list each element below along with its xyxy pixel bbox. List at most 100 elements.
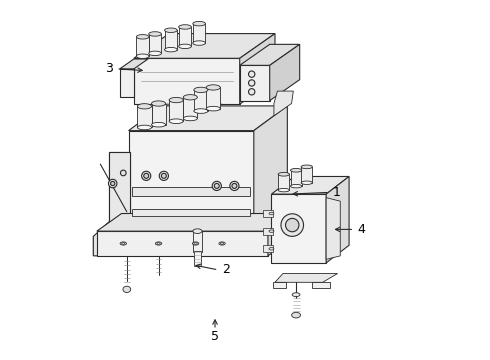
- Circle shape: [108, 179, 117, 188]
- Ellipse shape: [120, 242, 126, 245]
- Polygon shape: [240, 66, 270, 100]
- Ellipse shape: [292, 312, 300, 318]
- Ellipse shape: [165, 28, 177, 32]
- Circle shape: [161, 174, 166, 178]
- Polygon shape: [206, 87, 220, 109]
- Polygon shape: [240, 33, 275, 104]
- Polygon shape: [97, 231, 268, 256]
- Polygon shape: [136, 37, 149, 56]
- Bar: [132, 209, 250, 216]
- Polygon shape: [274, 91, 294, 116]
- Polygon shape: [169, 100, 183, 121]
- Ellipse shape: [269, 212, 274, 215]
- Bar: [132, 187, 250, 196]
- Text: 2: 2: [221, 264, 229, 276]
- Ellipse shape: [123, 286, 131, 293]
- Polygon shape: [120, 59, 148, 69]
- Ellipse shape: [194, 243, 197, 244]
- Polygon shape: [93, 152, 130, 254]
- Polygon shape: [193, 24, 205, 43]
- Circle shape: [121, 170, 126, 176]
- Text: 4: 4: [358, 223, 366, 236]
- Polygon shape: [151, 104, 166, 125]
- Ellipse shape: [269, 230, 274, 233]
- Polygon shape: [273, 282, 286, 288]
- Circle shape: [248, 71, 255, 77]
- Circle shape: [232, 184, 237, 188]
- Ellipse shape: [292, 293, 300, 297]
- Polygon shape: [165, 30, 177, 50]
- Ellipse shape: [291, 168, 302, 172]
- Polygon shape: [93, 213, 130, 256]
- Ellipse shape: [219, 242, 225, 245]
- Circle shape: [159, 171, 169, 180]
- Ellipse shape: [157, 243, 160, 244]
- Ellipse shape: [278, 172, 290, 176]
- Polygon shape: [271, 176, 349, 194]
- Polygon shape: [271, 194, 326, 263]
- Ellipse shape: [136, 35, 149, 39]
- Polygon shape: [145, 107, 250, 115]
- Circle shape: [281, 214, 303, 237]
- Polygon shape: [326, 176, 349, 263]
- Ellipse shape: [193, 22, 205, 26]
- Ellipse shape: [136, 54, 149, 58]
- Polygon shape: [312, 282, 330, 288]
- Polygon shape: [326, 198, 340, 259]
- Ellipse shape: [194, 87, 208, 93]
- Ellipse shape: [151, 122, 166, 127]
- Ellipse shape: [169, 98, 183, 103]
- Polygon shape: [97, 213, 293, 231]
- Circle shape: [248, 89, 255, 95]
- Circle shape: [142, 171, 151, 180]
- Polygon shape: [197, 104, 222, 115]
- Polygon shape: [240, 44, 300, 66]
- Text: 3: 3: [105, 62, 113, 75]
- Bar: [193, 231, 202, 252]
- Ellipse shape: [194, 109, 208, 113]
- Polygon shape: [128, 131, 254, 231]
- Ellipse shape: [137, 104, 151, 109]
- Ellipse shape: [206, 106, 220, 111]
- Ellipse shape: [278, 188, 290, 192]
- Ellipse shape: [193, 41, 205, 45]
- Ellipse shape: [183, 95, 197, 100]
- Polygon shape: [137, 106, 151, 127]
- Polygon shape: [179, 27, 192, 46]
- Circle shape: [230, 181, 239, 190]
- Polygon shape: [128, 106, 287, 131]
- Polygon shape: [134, 33, 275, 58]
- Ellipse shape: [165, 48, 177, 52]
- Polygon shape: [270, 44, 300, 100]
- Ellipse shape: [169, 119, 183, 123]
- Circle shape: [144, 174, 148, 178]
- Bar: [263, 245, 272, 252]
- Ellipse shape: [301, 165, 313, 169]
- Circle shape: [212, 181, 221, 190]
- Bar: [194, 251, 200, 266]
- Ellipse shape: [137, 125, 151, 130]
- Ellipse shape: [122, 243, 125, 244]
- Polygon shape: [120, 69, 134, 97]
- Bar: [263, 228, 272, 235]
- Ellipse shape: [179, 44, 192, 49]
- Bar: [263, 210, 272, 217]
- Polygon shape: [278, 174, 290, 190]
- Polygon shape: [254, 106, 287, 231]
- Circle shape: [286, 219, 299, 232]
- Polygon shape: [109, 152, 130, 237]
- Ellipse shape: [179, 25, 192, 29]
- Ellipse shape: [301, 181, 313, 184]
- Ellipse shape: [148, 32, 161, 36]
- Polygon shape: [134, 58, 240, 104]
- Ellipse shape: [183, 116, 197, 121]
- Polygon shape: [268, 213, 293, 256]
- Circle shape: [248, 80, 255, 86]
- Polygon shape: [183, 97, 197, 118]
- Polygon shape: [275, 274, 338, 282]
- Circle shape: [111, 181, 115, 186]
- Ellipse shape: [193, 242, 199, 245]
- Polygon shape: [291, 170, 302, 186]
- Polygon shape: [159, 104, 183, 115]
- Ellipse shape: [155, 242, 162, 245]
